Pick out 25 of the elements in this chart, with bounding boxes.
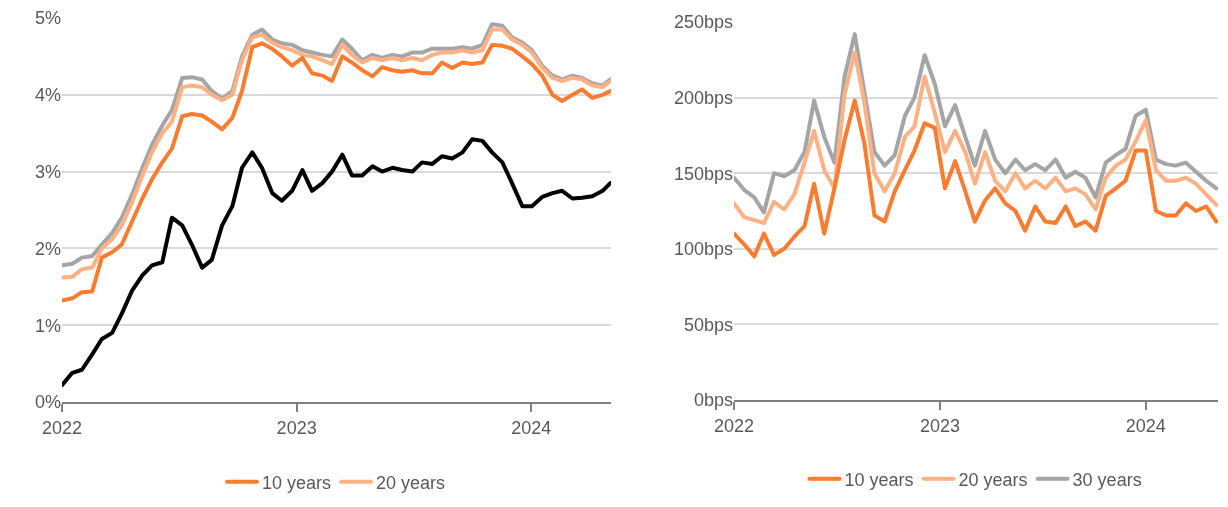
y-tick-label: 50bps [683, 314, 733, 335]
x-tick-label: 2023 [919, 415, 960, 436]
x-tick-label: 2022 [41, 417, 83, 438]
legend-label: 10 years [844, 469, 914, 490]
x-tick-label: 2023 [276, 417, 317, 438]
y-tick-label: 0bps [693, 390, 733, 411]
line-series [62, 137, 611, 388]
y-tick-label: 4% [34, 85, 61, 106]
legend-label: 30 years [1072, 469, 1142, 490]
x-tick-label: 2024 [1125, 415, 1166, 436]
y-tick-label: 3% [34, 161, 61, 182]
y-tick-label: 250bps [673, 12, 733, 33]
legend-label: 20 years [376, 472, 446, 493]
y-tick-label: 2% [34, 238, 61, 259]
legend-label: 20 years [958, 469, 1028, 490]
x-tick-label: 2024 [511, 417, 552, 438]
y-tick-label: 5% [34, 8, 61, 29]
y-tick-label: 0% [34, 392, 61, 413]
y-tick-label: 1% [34, 315, 61, 336]
x-tick-label: 2022 [713, 415, 755, 436]
y-tick-label: 200bps [673, 87, 733, 108]
y-tick-label: 150bps [673, 163, 733, 184]
legend-label: 10 years [262, 472, 332, 493]
line-series [734, 98, 1218, 259]
y-tick-label: 100bps [673, 239, 733, 260]
